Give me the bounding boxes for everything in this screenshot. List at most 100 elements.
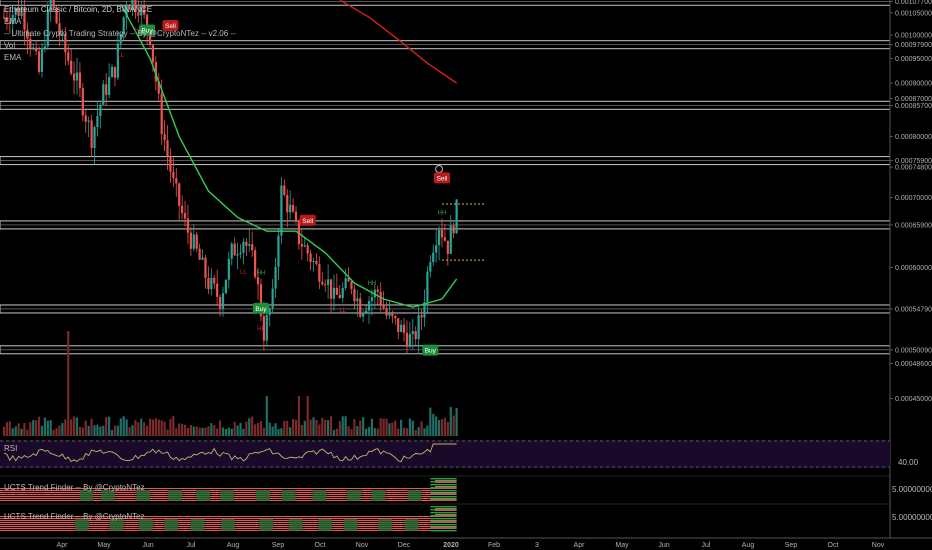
indicator-ema-2[interactable]: EMA [4,53,22,62]
volume-bar [137,422,140,436]
rsi-axis-value: 40.00 [898,458,919,467]
ucts-green-block [196,490,211,501]
volume-bar [327,420,330,436]
candle-body [110,66,114,78]
volume-bar [309,419,312,436]
candle-body [242,241,245,253]
signal-label: Buy [141,28,153,35]
ucts-green-block [318,519,333,531]
ucts-green-stripe [430,515,457,517]
time-tick-label: Oct [828,542,839,549]
candle-body [163,134,166,141]
candle-body [332,287,336,299]
ucts-pane-1-label[interactable]: UCTS Trend Finder -- By @CryptoNTez [4,483,145,492]
volume-bar [8,421,11,436]
candle-body [11,14,14,24]
time-tick-label: Dec [398,542,411,549]
volume-bar [245,421,248,436]
candle-body [367,301,371,311]
ucts-green-block [343,519,358,531]
candle-body [122,17,125,35]
price-tick-label: 0.00050090 [895,347,932,354]
volume-bar [423,428,426,436]
volume-bar [350,429,353,436]
candle-body [216,283,219,297]
candle-body [52,0,55,8]
volume-bar [400,419,403,436]
candle-body [40,48,44,72]
volume-bar [242,428,245,436]
volume-bar [157,419,160,436]
ucts-red-stripe [435,514,457,515]
candle-body [271,288,274,309]
volume-bar [134,420,137,436]
volume-bar [207,426,210,436]
price-tick-label: 0.00097900 [895,42,932,49]
volume-bar [78,426,82,436]
time-tick-label: Jul [187,542,196,549]
indicator-vol[interactable]: Vol [4,41,16,50]
candle-body [277,235,280,267]
candle-body [400,324,403,332]
candle-body [67,52,70,61]
volume-bar [344,416,347,436]
candle-body [379,291,382,305]
volume-bar [160,420,163,436]
volume-bar [429,407,432,436]
volume-bar [11,428,14,436]
candle-body [192,234,195,249]
candle-body [306,245,309,254]
candle-body [280,185,283,236]
candle-body [105,84,108,95]
volume-bar [335,428,338,436]
volume-bar [178,423,181,436]
candle-body [259,284,263,317]
candle-body [420,315,423,318]
candle-body [402,324,406,333]
volume-bar [143,422,146,436]
rsi-pane-label[interactable]: RSI [4,444,18,453]
ucts-green-stripe [430,478,457,480]
volume-bar [297,396,301,436]
volume-bar [338,421,341,436]
volume-bar [405,428,409,436]
volume-bar [254,424,257,436]
sell-signal-tag [162,20,179,32]
ucts-green-block [136,490,151,501]
volume-bar [140,418,143,436]
candle-body [268,308,271,315]
candle-body [181,205,184,214]
ucts-green-block [312,490,327,501]
candle-body [294,211,298,221]
volume-bar [216,428,219,436]
candle-body [297,220,301,245]
time-tick-label: Apr [574,542,586,549]
ucts-pane-2-label[interactable]: UCTS Trend Finder -- By @CryptoNTez [4,512,145,521]
volume-bar [455,408,458,436]
candle-body [72,73,76,81]
candle-body [318,263,321,282]
volume-bar [268,422,271,436]
volume-bar [426,425,429,436]
ucts-green-block [346,490,361,501]
candle-body [324,284,327,286]
volume-bar [154,418,157,436]
candles-group [2,0,458,354]
volume-bar [64,419,67,436]
ucts-red-stripe [0,516,457,517]
indicator-ema-1[interactable]: EMA [4,17,22,26]
candle-body [224,279,228,294]
volume-bar [443,417,447,436]
candle-body [426,271,429,303]
candle-body [236,254,239,256]
time-tick-label: Apr [57,542,69,549]
candle-body [96,115,99,128]
indicator-ucts[interactable]: -- Ultimate Crypto Trading Strategy -- B… [4,29,236,38]
volume-bar [315,419,318,436]
candle-body [125,6,128,18]
volume-bar [29,422,32,436]
volume-bar [72,416,76,436]
candle-body [265,314,268,341]
volume-bar [204,427,207,436]
